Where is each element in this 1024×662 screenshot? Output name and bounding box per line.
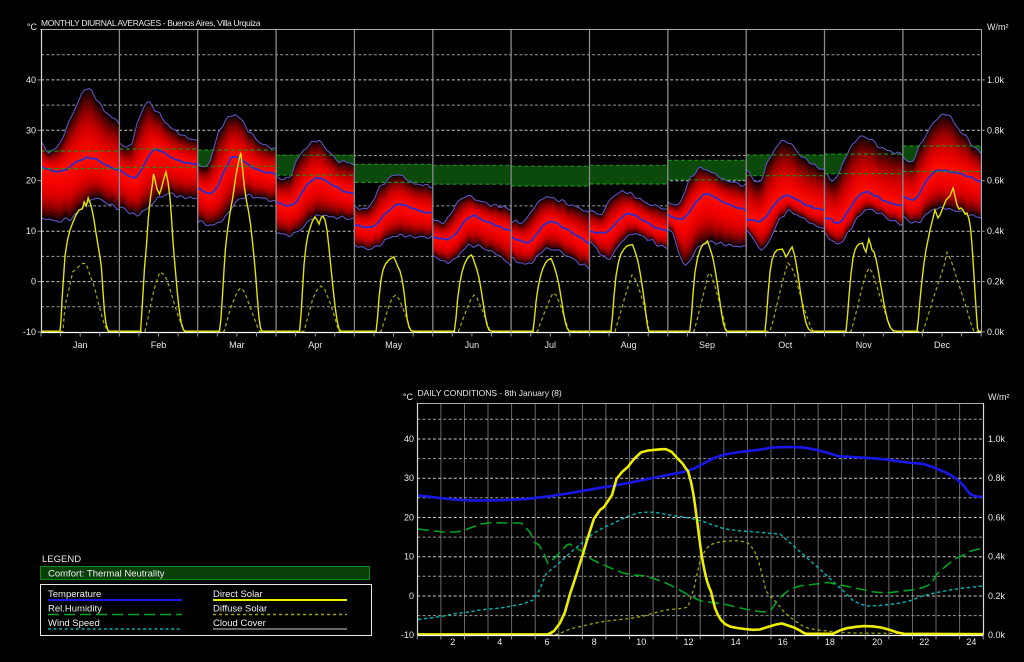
svg-text:Comfort: Thermal Neutrality: Comfort: Thermal Neutrality xyxy=(48,569,165,580)
svg-text:40: 40 xyxy=(404,434,414,444)
svg-text:DAILY CONDITIONS - 8th January: DAILY CONDITIONS - 8th January (8) xyxy=(418,388,562,398)
svg-text:May: May xyxy=(385,340,403,350)
svg-text:20: 20 xyxy=(872,637,882,647)
svg-text:Mar: Mar xyxy=(229,340,245,350)
svg-text:Jul: Jul xyxy=(545,340,557,350)
svg-text:10: 10 xyxy=(404,552,414,562)
svg-text:Nov: Nov xyxy=(856,340,873,350)
svg-text:Dec: Dec xyxy=(934,340,951,350)
svg-text:0.8k: 0.8k xyxy=(987,125,1005,135)
svg-text:0.2k: 0.2k xyxy=(987,277,1005,287)
svg-text:Apr: Apr xyxy=(308,340,322,350)
svg-text:16: 16 xyxy=(778,637,788,647)
svg-text:Cloud Cover: Cloud Cover xyxy=(213,618,266,629)
svg-text:°C: °C xyxy=(403,392,414,402)
svg-text:°C: °C xyxy=(27,22,38,32)
svg-text:1.0k: 1.0k xyxy=(988,434,1006,444)
svg-text:1.0k: 1.0k xyxy=(987,75,1005,85)
svg-text:Diffuse Solar: Diffuse Solar xyxy=(213,604,267,615)
svg-text:W/m²: W/m² xyxy=(988,392,1010,402)
svg-text:MONTHLY DIURNAL AVERAGES - Bue: MONTHLY DIURNAL AVERAGES - Buenos Aires,… xyxy=(41,18,261,28)
svg-text:10: 10 xyxy=(26,226,36,236)
svg-text:18: 18 xyxy=(825,637,835,647)
svg-text:12: 12 xyxy=(683,637,693,647)
svg-text:20: 20 xyxy=(26,176,36,186)
svg-text:Temperature: Temperature xyxy=(48,589,101,600)
svg-text:0.4k: 0.4k xyxy=(988,552,1006,562)
svg-text:LEGEND: LEGEND xyxy=(42,554,81,565)
svg-text:30: 30 xyxy=(26,125,36,135)
svg-text:6: 6 xyxy=(544,637,549,647)
svg-text:10: 10 xyxy=(636,637,646,647)
svg-text:0.0k: 0.0k xyxy=(987,327,1005,337)
svg-text:20: 20 xyxy=(404,513,414,523)
svg-text:0.0k: 0.0k xyxy=(988,630,1006,640)
svg-text:2: 2 xyxy=(450,637,455,647)
svg-text:Feb: Feb xyxy=(151,340,167,350)
svg-text:Jan: Jan xyxy=(73,340,88,350)
svg-text:0: 0 xyxy=(31,277,36,287)
svg-text:Aug: Aug xyxy=(621,340,637,350)
svg-text:4: 4 xyxy=(497,637,502,647)
svg-text:0.4k: 0.4k xyxy=(987,226,1005,236)
svg-text:40: 40 xyxy=(26,75,36,85)
svg-text:30: 30 xyxy=(404,473,414,483)
svg-text:0.8k: 0.8k xyxy=(988,473,1006,483)
svg-text:14: 14 xyxy=(731,637,741,647)
svg-text:0: 0 xyxy=(409,591,414,601)
svg-text:0.6k: 0.6k xyxy=(987,176,1005,186)
svg-text:W/m²: W/m² xyxy=(987,22,1009,32)
svg-text:Oct: Oct xyxy=(778,340,793,350)
svg-text:0.6k: 0.6k xyxy=(988,513,1006,523)
svg-text:22: 22 xyxy=(919,637,929,647)
svg-text:-10: -10 xyxy=(23,327,36,337)
svg-text:0.2k: 0.2k xyxy=(988,591,1006,601)
svg-text:Wind Speed: Wind Speed xyxy=(48,618,100,629)
svg-text:-10: -10 xyxy=(401,630,414,640)
svg-text:Rel.Humidity: Rel.Humidity xyxy=(48,604,102,615)
svg-text:Direct Solar: Direct Solar xyxy=(213,589,263,600)
svg-text:Sep: Sep xyxy=(699,340,715,350)
svg-text:Jun: Jun xyxy=(465,340,480,350)
svg-text:24: 24 xyxy=(966,637,976,647)
svg-text:8: 8 xyxy=(592,637,597,647)
